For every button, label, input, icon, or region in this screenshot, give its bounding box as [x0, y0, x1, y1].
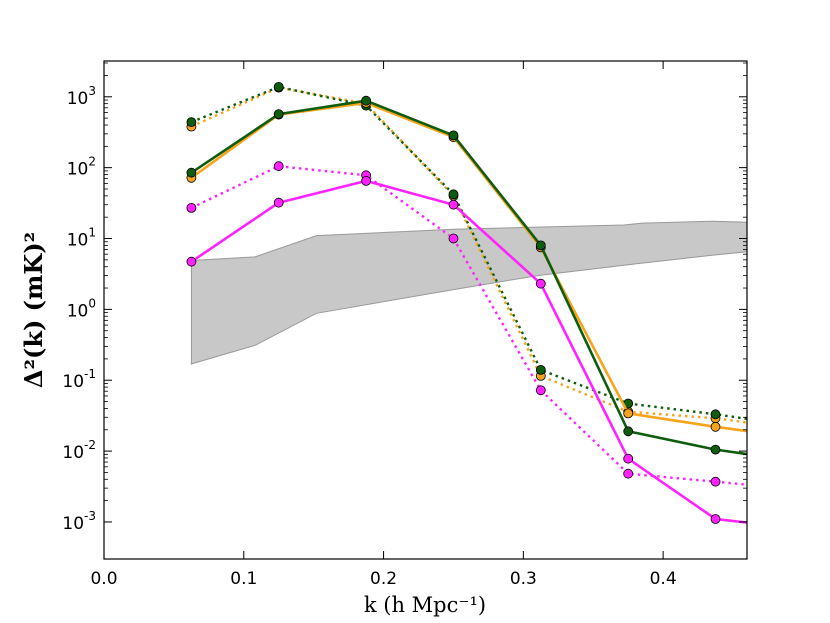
- x-tick-label: 0.1: [230, 569, 257, 589]
- green-dotted-point: [535, 364, 546, 375]
- magenta-dotted-line: [190, 164, 747, 487]
- green-solid-line: [190, 99, 747, 456]
- green-solid-point: [186, 167, 197, 178]
- y-axis-label: Δ²(k) (mK)²: [19, 232, 48, 388]
- x-tick-label: 0.0: [90, 569, 117, 589]
- magenta-dotted-point: [535, 385, 546, 396]
- green-dotted-series: [186, 82, 747, 421]
- y-tick-label: 10-3: [62, 509, 96, 534]
- magenta-solid-point: [710, 514, 721, 524]
- orange-solid-point: [623, 408, 634, 419]
- magenta-solid-series: [186, 175, 747, 524]
- magenta-dotted-point: [710, 476, 721, 487]
- green-dotted-point: [448, 189, 459, 200]
- magenta-dotted-point: [623, 468, 634, 479]
- magenta-solid-point: [448, 199, 459, 210]
- x-tick-label: 0.4: [650, 569, 677, 589]
- magenta-solid-point: [273, 197, 284, 208]
- series-layer: [186, 82, 747, 524]
- plot-frame: [103, 60, 748, 560]
- magenta-solid-point: [623, 453, 634, 464]
- x-tick-label: 0.2: [370, 569, 397, 589]
- magenta-dotted-point: [448, 233, 459, 244]
- green-dotted-point: [710, 409, 721, 420]
- magenta-dotted-point: [273, 161, 284, 172]
- y-tick-label: 10-2: [62, 438, 96, 463]
- orange-solid-point: [710, 421, 721, 432]
- magenta-solid-point: [535, 278, 546, 289]
- orange-dotted-line: [190, 86, 747, 424]
- y-tick-label: 103: [67, 84, 96, 109]
- green-solid-point: [623, 426, 634, 437]
- ticks-layer: 0.0 0.1 0.2 0.3 0.4 10-3 10-2 10-1 100 101 102 103: [62, 61, 747, 589]
- y-tick-label: 101: [67, 226, 96, 251]
- x-axis-label: k (h Mpc⁻¹): [364, 593, 486, 617]
- green-dotted-line: [190, 85, 747, 421]
- noise-band: [190, 220, 747, 365]
- x-tick-label: 0.3: [510, 569, 537, 589]
- green-solid-point: [535, 240, 546, 251]
- green-dotted-point: [273, 82, 284, 92]
- y-tick-label: 102: [67, 155, 96, 180]
- magenta-solid-point: [361, 175, 372, 186]
- magenta-solid-line: [190, 179, 747, 524]
- green-solid-series: [186, 95, 747, 456]
- y-tick-label: 10-1: [62, 367, 96, 392]
- green-solid-point: [448, 130, 459, 141]
- green-solid-point: [273, 109, 284, 119]
- green-solid-point: [710, 444, 721, 455]
- green-dotted-point: [186, 117, 197, 127]
- green-solid-point: [361, 95, 372, 106]
- noise-band-layer: [190, 220, 747, 365]
- y-tick-label: 100: [67, 296, 96, 321]
- magenta-dotted-point: [186, 202, 197, 213]
- magenta-solid-point: [186, 256, 197, 267]
